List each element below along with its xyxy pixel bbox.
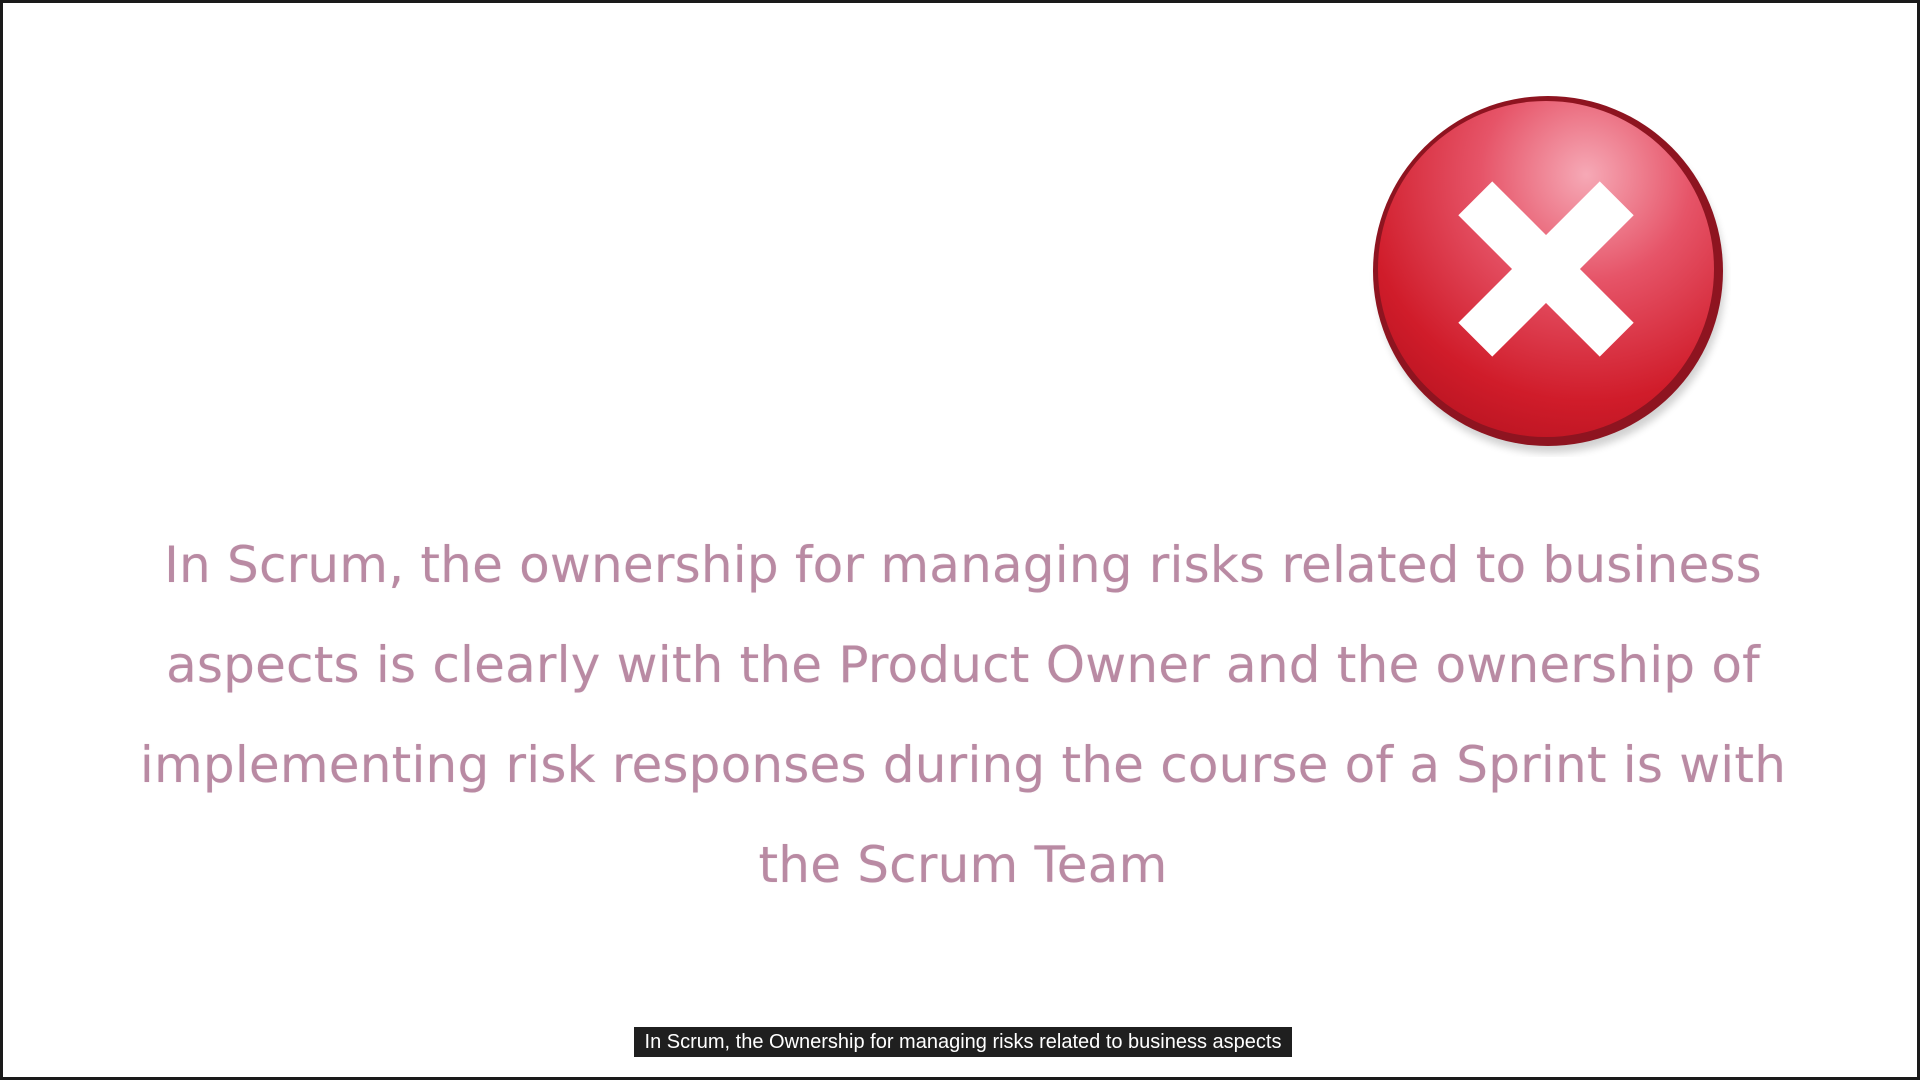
close-x-circle-icon bbox=[1365, 91, 1731, 457]
slide-statement: In Scrum, the ownership for managing ris… bbox=[139, 536, 1787, 894]
subtitle-text: In Scrum, the Ownership for managing ris… bbox=[633, 1027, 1293, 1057]
subtitle-caption: In Scrum, the Ownership for managing ris… bbox=[3, 1027, 1917, 1057]
